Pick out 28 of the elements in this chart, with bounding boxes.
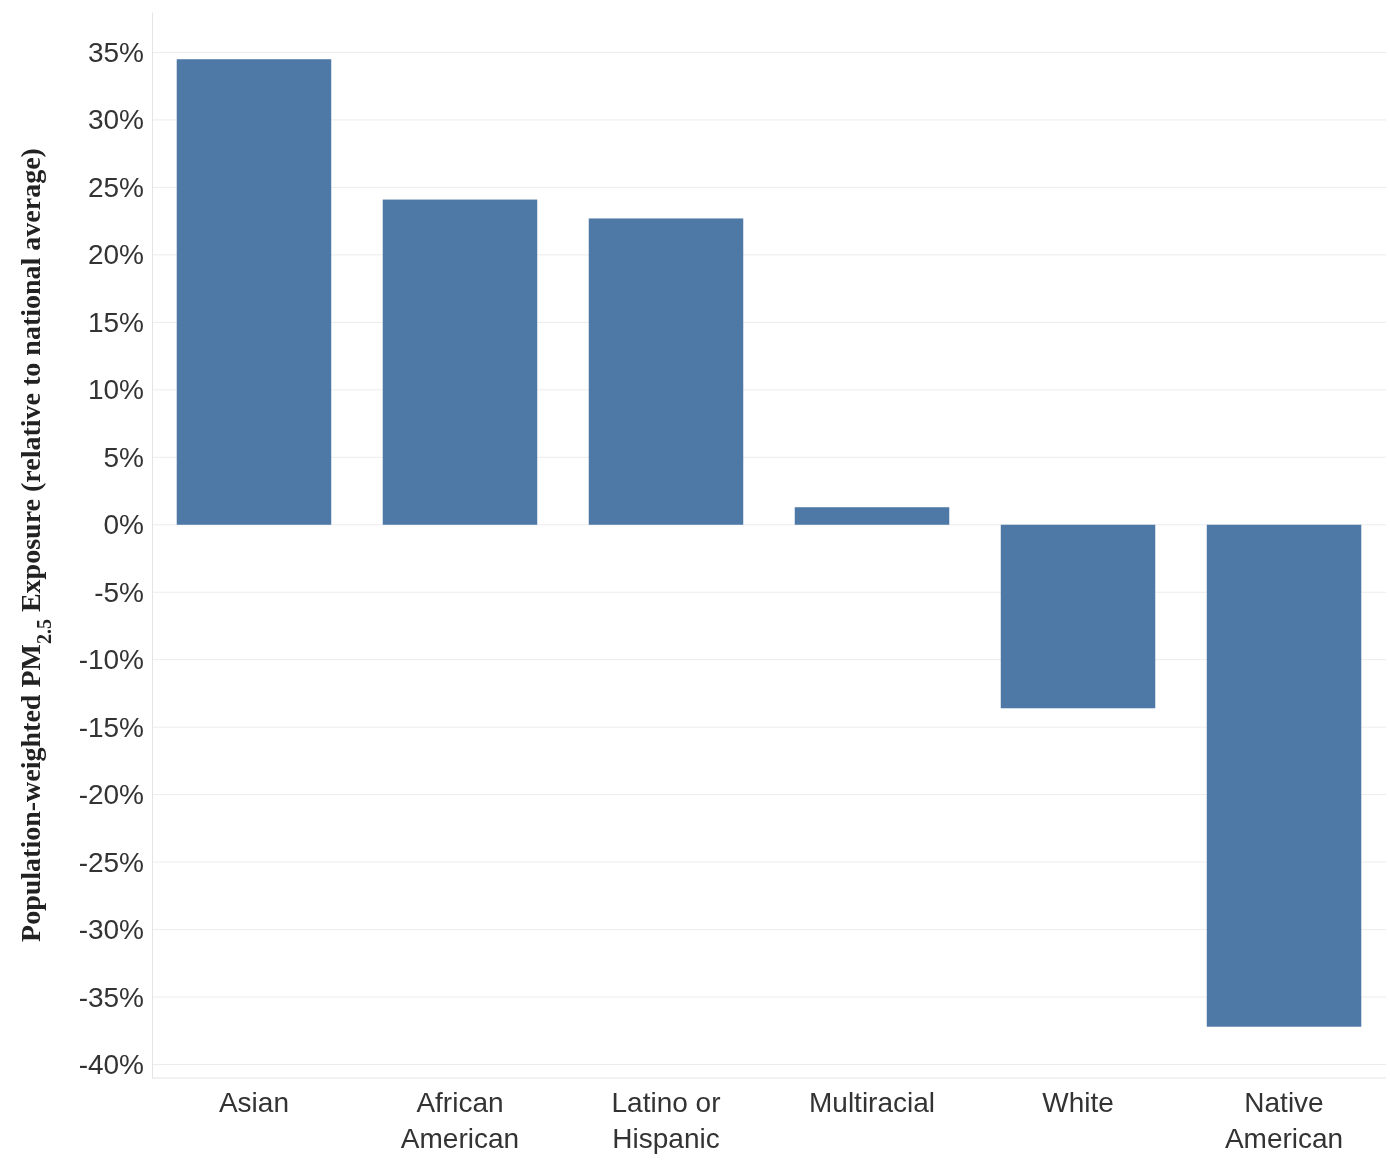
bar [1000,524,1156,709]
y-tick-label: 30% [87,104,144,136]
x-tick-label: White [1042,1087,1114,1118]
x-tick-label: Multiracial [808,1087,936,1118]
x-tick-label: Asian [218,1087,289,1118]
y-tick-label: 15% [87,306,144,338]
y-tick-label: 0% [103,509,144,541]
y-tick-label: -5% [94,576,144,608]
x-tick-label: Native American [1224,1087,1344,1154]
x-tick-label: African American [400,1087,520,1154]
y-tick-label: 5% [103,441,144,473]
bar [794,507,950,525]
y-tick-label: -25% [78,846,144,878]
y-tick-label: -10% [78,644,144,676]
y-tick-label: 35% [87,36,144,68]
y-tick-label: 10% [87,374,144,406]
bar [176,59,332,525]
y-tick-label: -40% [78,1048,144,1080]
bar [1206,524,1362,1027]
bar [382,199,538,525]
y-tick-label: -30% [78,914,144,946]
y-tick-label: 20% [87,239,144,271]
y-tick-label: -15% [78,711,144,743]
y-tick-label: -35% [78,981,144,1013]
y-tick-label: -20% [78,779,144,811]
x-tick-label: Latino or Hispanic [611,1087,721,1154]
bar [588,218,744,525]
y-tick-label: 25% [87,171,144,203]
